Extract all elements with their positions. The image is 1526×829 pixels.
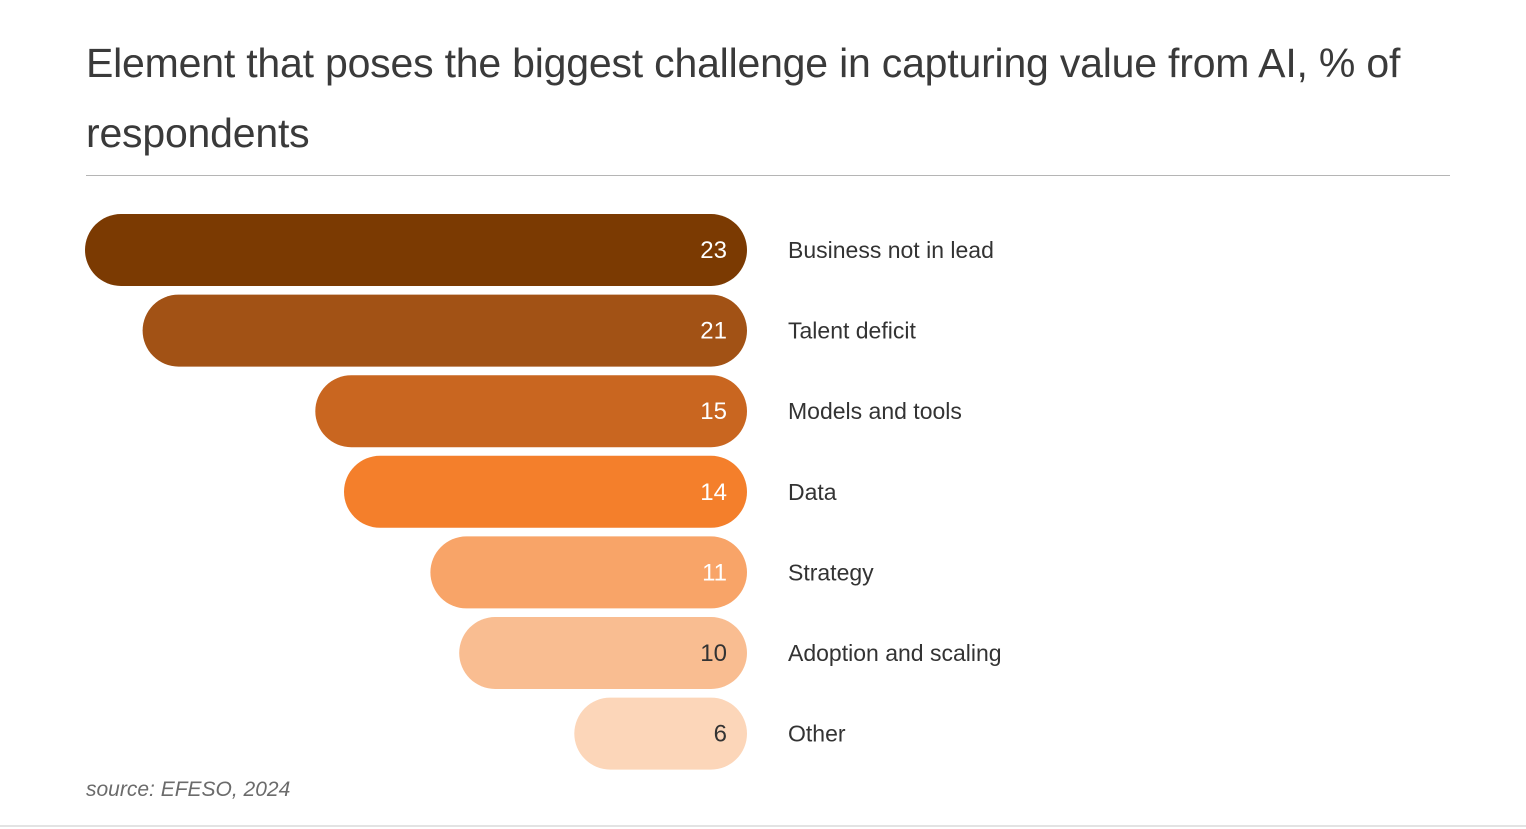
category-label: Talent deficit [788,318,916,344]
bar [430,536,747,609]
bar-value-label: 10 [700,640,727,667]
bar-value-label: 14 [700,479,727,506]
category-label: Business not in lead [788,237,994,263]
bar-value-label: 11 [702,559,727,586]
bar [85,214,747,286]
category-label: Other [788,721,846,747]
bar-value-label: 6 [714,721,727,748]
category-label: Models and tools [788,398,962,424]
chart-title: Element that poses the biggest challenge… [86,40,1401,156]
bar-value-label: 15 [700,398,727,425]
bar-value-label: 23 [700,237,727,264]
bar [574,697,747,770]
bar-value-label: 21 [700,318,727,345]
bar [459,617,747,689]
source-note: source: EFESO, 2024 [86,778,291,801]
category-label: Data [788,479,837,505]
title-divider [86,175,1450,176]
category-label: Adoption and scaling [788,640,1002,666]
category-label: Strategy [788,559,874,585]
bar [142,294,748,367]
bar [315,375,747,448]
bar [344,455,747,528]
bottom-divider [0,825,1526,827]
